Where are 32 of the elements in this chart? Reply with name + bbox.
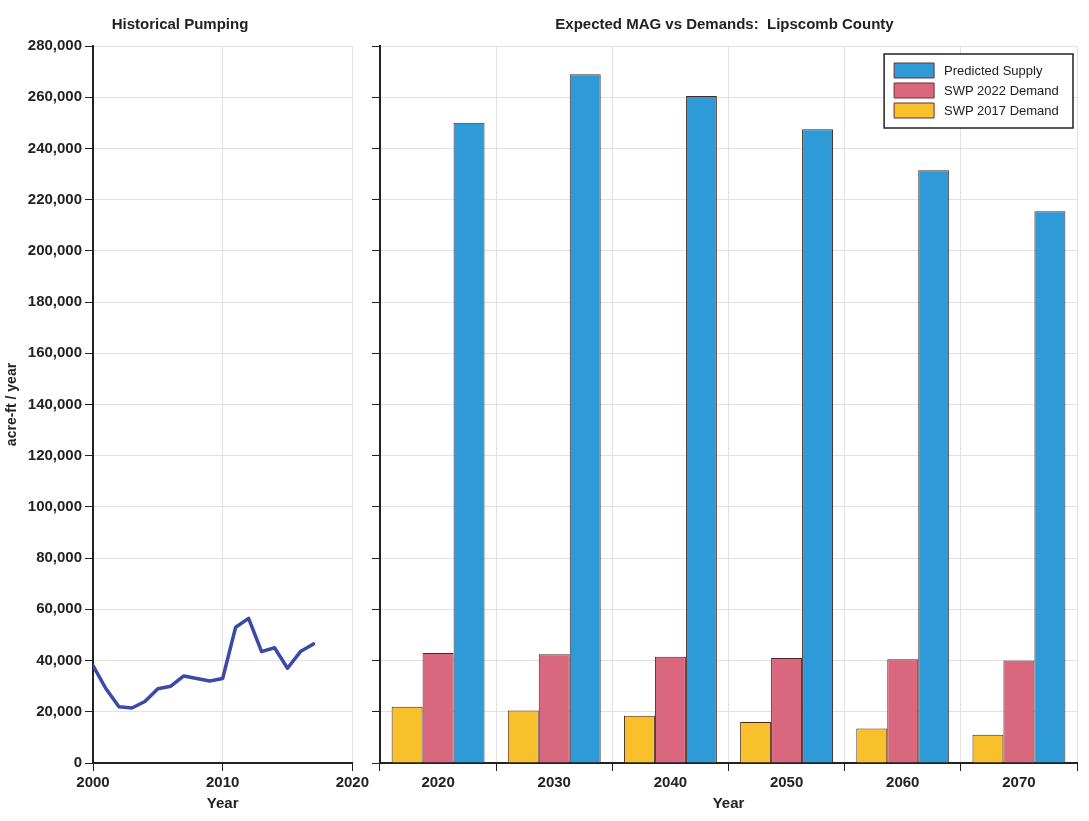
y-tick-label: 100,000 bbox=[27, 497, 83, 515]
y-tick-label: 40,000 bbox=[36, 650, 83, 668]
y-tick-label: 220,000 bbox=[27, 189, 83, 207]
y-tick-label: 80,000 bbox=[36, 548, 83, 566]
x-tick-label: 2030 bbox=[537, 773, 571, 791]
x-tick-label: 2000 bbox=[76, 773, 110, 791]
y-tick-label: 200,000 bbox=[27, 241, 83, 258]
x-tick-label: 2010 bbox=[205, 773, 240, 791]
legend-label: Predicted Supply bbox=[944, 62, 1043, 78]
x-tick-label: 2070 bbox=[1002, 773, 1036, 791]
y-axis-title: acre-ft / year bbox=[3, 362, 20, 447]
x-axis-title: Year bbox=[206, 794, 239, 812]
legend-label: SWP 2022 Demand bbox=[944, 82, 1059, 98]
x-tick-label: 2060 bbox=[886, 773, 920, 791]
x-tick-label: 2040 bbox=[653, 773, 688, 791]
x-tick-label: 2020 bbox=[421, 773, 455, 791]
x-tick-label: 2020 bbox=[335, 773, 369, 791]
y-tick-label: 0 bbox=[73, 753, 83, 771]
y-tick-label: 120,000 bbox=[27, 445, 83, 463]
y-tick-label: 20,000 bbox=[36, 701, 83, 719]
y-tick-label: 140,000 bbox=[27, 394, 83, 412]
y-tick-label: 280,000 bbox=[27, 36, 83, 54]
y-tick-label: 240,000 bbox=[27, 138, 83, 156]
y-tick-label: 260,000 bbox=[27, 87, 83, 105]
y-tick-label: 60,000 bbox=[36, 599, 83, 617]
chart-title: Historical Pumping bbox=[111, 15, 249, 33]
x-tick-label: 2050 bbox=[769, 773, 804, 791]
x-axis-title: Year bbox=[712, 794, 745, 812]
y-tick-label: 180,000 bbox=[27, 292, 83, 310]
chart-title: Expected MAG vs Demands: Lipscomb County bbox=[555, 15, 895, 33]
legend-label: SWP 2017 Demand bbox=[944, 102, 1059, 118]
y-tick-label: 160,000 bbox=[27, 343, 83, 361]
